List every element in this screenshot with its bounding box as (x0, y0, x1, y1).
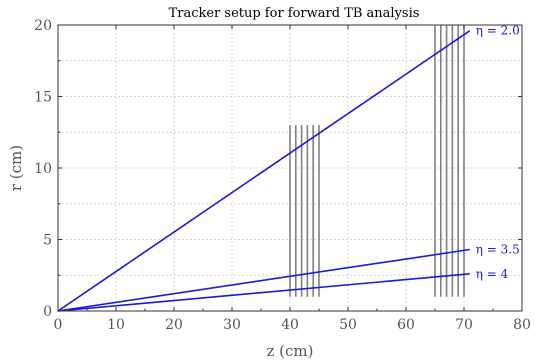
track-label-1: η = 2.0 (476, 24, 520, 38)
track-line-3 (57, 273, 470, 312)
track-label-2: η = 3.5 (476, 243, 520, 257)
y-axis-label: r (cm) (7, 145, 25, 191)
detector-layers (289, 25, 465, 297)
y-tick-label: 15 (34, 90, 52, 106)
y-tick-label: 10 (34, 161, 52, 177)
x-tick-label: 30 (223, 317, 241, 333)
eta-labels: η = 2.0 η = 3.5 η = 4 (476, 24, 520, 281)
x-tick-label: 10 (107, 317, 125, 333)
plot-frame (57, 24, 523, 312)
x-tick-label: 70 (455, 317, 473, 333)
tick-labels: 0 10 20 30 40 50 60 70 80 0 5 10 15 20 (34, 18, 531, 333)
track-label-3: η = 4 (476, 267, 509, 281)
x-axis-label: z (cm) (267, 342, 314, 360)
track-line-2 (57, 248, 470, 312)
track-line-1 (57, 30, 471, 312)
y-tick-label: 20 (34, 18, 52, 34)
x-tick-label: 20 (165, 317, 183, 333)
x-tick-label: 0 (54, 317, 63, 333)
chart-title: Tracker setup for forward TB analysis (169, 6, 420, 21)
y-tick-label: 5 (43, 233, 52, 249)
y-tick-label: 0 (43, 304, 52, 320)
x-tick-label: 40 (281, 317, 299, 333)
track-lines (57, 30, 471, 312)
x-tick-label: 80 (513, 317, 531, 333)
x-tick-label: 60 (397, 317, 415, 333)
x-tick-label: 50 (339, 317, 357, 333)
